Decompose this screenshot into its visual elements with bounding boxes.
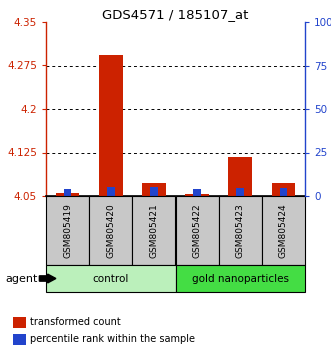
Bar <box>46 196 89 265</box>
Text: GSM805423: GSM805423 <box>236 203 245 258</box>
Bar <box>175 196 219 265</box>
Bar <box>64 189 71 196</box>
Title: GDS4571 / 185107_at: GDS4571 / 185107_at <box>102 8 249 21</box>
Bar <box>132 196 175 265</box>
Bar <box>150 187 158 196</box>
Bar <box>89 196 132 265</box>
Bar <box>13 334 26 345</box>
Text: percentile rank within the sample: percentile rank within the sample <box>30 335 195 344</box>
Bar <box>13 317 26 328</box>
Text: gold nanoparticles: gold nanoparticles <box>192 274 289 284</box>
Text: GSM805421: GSM805421 <box>149 203 159 258</box>
Text: GSM805422: GSM805422 <box>193 203 202 258</box>
Bar <box>262 196 305 265</box>
Text: control: control <box>93 274 129 284</box>
Bar <box>56 193 79 196</box>
Bar <box>107 187 115 196</box>
Bar <box>219 196 262 265</box>
Bar <box>99 55 122 196</box>
Text: GSM805424: GSM805424 <box>279 203 288 258</box>
Text: agent: agent <box>5 274 38 284</box>
Bar <box>175 265 305 292</box>
Text: GSM805420: GSM805420 <box>106 203 115 258</box>
Text: GSM805419: GSM805419 <box>63 203 72 258</box>
Bar <box>46 265 175 292</box>
Bar <box>193 189 201 196</box>
Bar <box>228 156 252 196</box>
Bar <box>142 183 166 196</box>
Bar <box>271 183 295 196</box>
Bar <box>236 188 244 196</box>
Text: transformed count: transformed count <box>30 318 121 327</box>
Bar <box>280 188 287 196</box>
Bar <box>185 194 209 196</box>
